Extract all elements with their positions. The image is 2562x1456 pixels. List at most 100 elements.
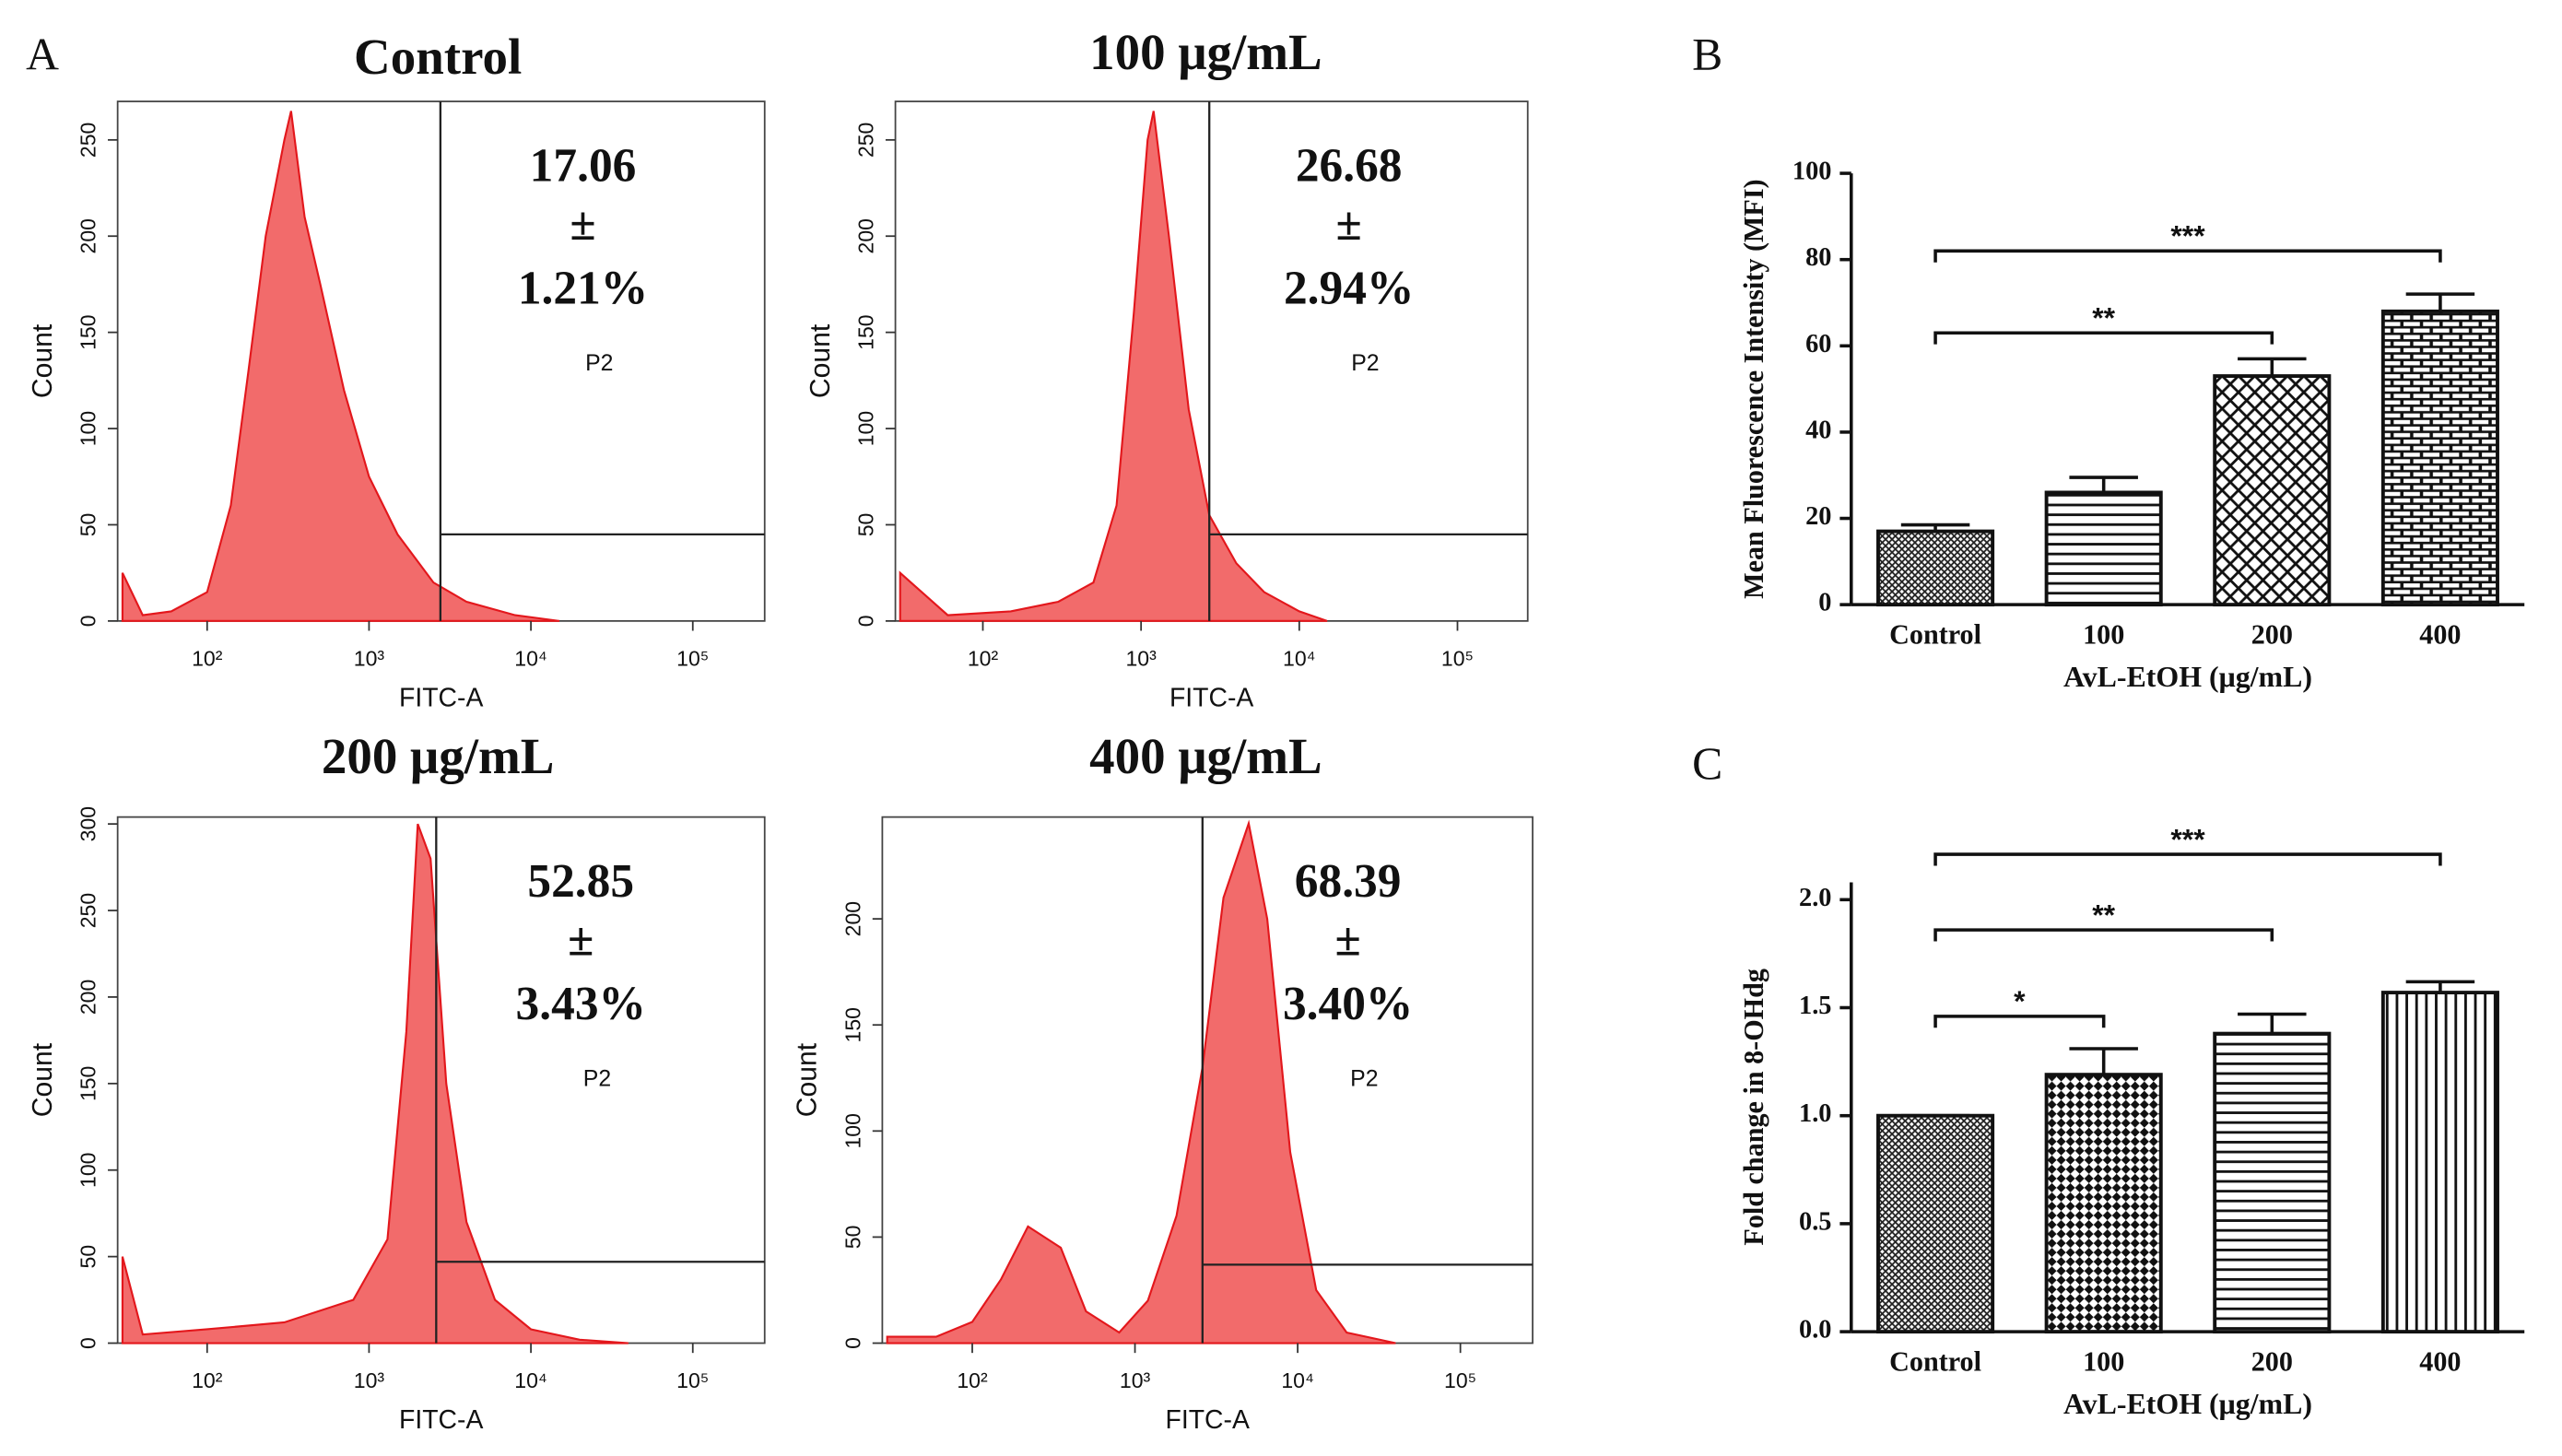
gate-label: P2 (1351, 351, 1379, 376)
y-tick-label: 2.0 (1799, 884, 1831, 912)
x-tick-label: 10² (192, 647, 223, 671)
x-tick-label: 10⁵ (676, 1368, 709, 1392)
y-tick-label: 0.0 (1799, 1316, 1831, 1344)
y-tick-label: 150 (840, 1007, 864, 1042)
y-tick-label: 0.5 (1799, 1207, 1831, 1236)
significance-bracket (1933, 249, 2442, 263)
y-tick-label: 250 (854, 123, 878, 158)
y-tick-label: 100 (854, 411, 878, 446)
y-tick-label: 60 (1805, 330, 1831, 358)
x-axis-label: FITC-A (399, 1405, 483, 1435)
y-tick-label: 50 (76, 1245, 100, 1269)
y-tick-label: 0 (854, 615, 878, 627)
x-tick-label: 100 (2083, 1345, 2124, 1377)
x-tick-label: 400 (2419, 619, 2461, 651)
y-tick-label: 1.5 (1799, 992, 1831, 1020)
y-tick-label: 50 (854, 513, 878, 537)
bar (2213, 374, 2332, 607)
y-axis-label: Count (28, 1042, 58, 1117)
annotation: 52.85 (527, 855, 634, 908)
annotation: 3.43% (516, 978, 646, 1030)
x-tick-label: 400 (2419, 1345, 2461, 1377)
panel-label: B (1692, 29, 1722, 79)
x-tick-label: 10³ (354, 647, 385, 671)
histogram (886, 819, 1396, 1344)
y-tick-label: 200 (76, 218, 100, 253)
x-tick-label: 10⁵ (1444, 1368, 1476, 1392)
histogram (899, 111, 1328, 622)
significance-label: *** (2170, 822, 2205, 855)
y-tick-label: 150 (76, 314, 100, 349)
x-axis-label: AvL-EtOH (μg/mL) (2063, 1388, 2312, 1420)
y-axis-label: Fold change in 8-OHdg (1738, 969, 1769, 1245)
y-tick-label: 50 (840, 1226, 864, 1250)
panel-title: 400 μg/mL (1089, 728, 1322, 784)
x-tick-label: 10² (968, 647, 999, 671)
significance-bracket (1933, 331, 2274, 345)
y-tick-label: 200 (76, 980, 100, 1015)
bar (2044, 490, 2163, 607)
x-tick-label: 10⁴ (514, 1368, 547, 1392)
x-tick-label: 10² (957, 1368, 988, 1392)
y-tick-label: 0 (840, 1337, 864, 1349)
histogram (121, 111, 560, 622)
x-tick-label: Control (1889, 1345, 1981, 1377)
annotation: ± (1336, 198, 1362, 251)
x-axis-label: FITC-A (1166, 1405, 1250, 1435)
y-tick-label: 100 (840, 1113, 864, 1148)
x-tick-label: 200 (2251, 619, 2293, 651)
significance-label: ** (2092, 898, 2115, 931)
x-tick-label: 10² (192, 1368, 223, 1392)
y-tick-label: 0 (76, 1337, 100, 1349)
annotation: 3.40% (1283, 978, 1413, 1030)
significance-bracket (1933, 852, 2442, 866)
significance-label: ** (2092, 301, 2115, 335)
gate-label: P2 (585, 351, 613, 376)
significance-label: *** (2170, 219, 2205, 252)
x-tick-label: 100 (2083, 619, 2124, 651)
y-tick-label: 100 (76, 1153, 100, 1188)
bar (1876, 1113, 1995, 1334)
x-tick-label: 10⁵ (676, 647, 709, 671)
x-tick-label: 10³ (1120, 1368, 1151, 1392)
x-tick-label: 10⁴ (514, 647, 547, 671)
y-axis-label: Count (793, 1042, 823, 1117)
bar (2380, 991, 2499, 1334)
panel-title: 200 μg/mL (322, 728, 554, 784)
y-axis-label: Mean Fluorescence Intensity (MFI) (1738, 179, 1769, 598)
y-tick-label: 200 (840, 901, 864, 936)
bar (2380, 309, 2499, 607)
y-axis-label: Count (28, 323, 58, 398)
panel-label: C (1692, 738, 1722, 789)
bar (2044, 1073, 2163, 1334)
bar (1876, 529, 1995, 607)
x-axis-label: FITC-A (1169, 683, 1253, 712)
x-tick-label: Control (1889, 619, 1981, 651)
x-tick-label: 10⁴ (1283, 647, 1316, 671)
significance-bracket (1933, 1015, 2106, 1028)
y-tick-label: 150 (76, 1066, 100, 1101)
x-tick-label: 10³ (354, 1368, 385, 1392)
gate-label: P2 (583, 1067, 611, 1092)
x-tick-label: 200 (2251, 1345, 2293, 1377)
y-tick-label: 0 (1818, 589, 1831, 617)
y-tick-label: 250 (76, 893, 100, 928)
annotation: ± (570, 198, 595, 251)
panel-title: 100 μg/mL (1089, 24, 1322, 80)
x-axis-label: AvL-EtOH (μg/mL) (2063, 661, 2312, 693)
y-tick-label: 0 (76, 615, 100, 627)
y-axis-label: Count (805, 323, 836, 398)
annotation: 17.06 (530, 139, 637, 192)
y-tick-label: 50 (76, 513, 100, 537)
annotation: 26.68 (1296, 139, 1403, 192)
gate-label: P2 (1350, 1067, 1378, 1092)
annotation: 1.21% (518, 262, 648, 314)
x-tick-label: 10⁵ (1441, 647, 1474, 671)
y-tick-label: 100 (76, 411, 100, 446)
y-tick-label: 40 (1805, 416, 1831, 444)
bar (2213, 1031, 2332, 1334)
y-tick-label: 250 (76, 123, 100, 158)
y-tick-label: 20 (1805, 502, 1831, 531)
x-tick-label: 10⁴ (1281, 1368, 1314, 1392)
